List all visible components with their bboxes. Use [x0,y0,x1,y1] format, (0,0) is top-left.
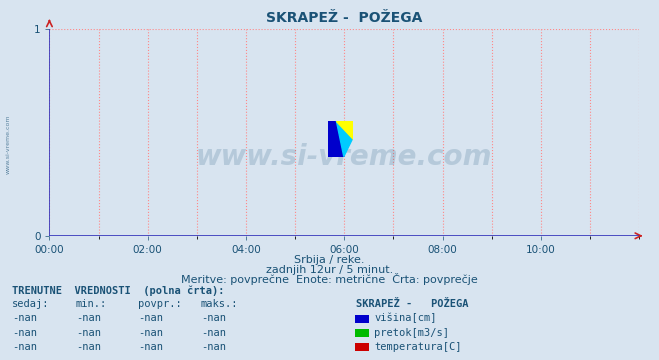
Title: SKRAPEŽ -  POŽEGA: SKRAPEŽ - POŽEGA [266,11,422,25]
Text: Meritve: povprečne  Enote: metrične  Črta: povprečje: Meritve: povprečne Enote: metrične Črta:… [181,273,478,285]
Polygon shape [336,121,353,157]
Text: -nan: -nan [12,342,37,352]
Text: zadnjih 12ur / 5 minut.: zadnjih 12ur / 5 minut. [266,265,393,275]
Text: sedaj:: sedaj: [12,299,49,309]
Polygon shape [336,121,353,139]
Text: -nan: -nan [201,342,226,352]
Text: višina[cm]: višina[cm] [374,313,437,323]
Text: pretok[m3/s]: pretok[m3/s] [374,328,449,338]
Text: -nan: -nan [201,313,226,323]
Text: -nan: -nan [138,342,163,352]
Text: maks.:: maks.: [201,299,239,309]
Text: TRENUTNE  VREDNOSTI  (polna črta):: TRENUTNE VREDNOSTI (polna črta): [12,285,224,296]
Text: -nan: -nan [138,328,163,338]
Text: povpr.:: povpr.: [138,299,182,309]
Text: -nan: -nan [201,328,226,338]
Text: -nan: -nan [76,328,101,338]
Text: min.:: min.: [76,299,107,309]
Text: www.si-vreme.com: www.si-vreme.com [5,114,11,174]
Text: www.si-vreme.com: www.si-vreme.com [196,143,492,171]
Text: -nan: -nan [12,313,37,323]
Text: SKRAPEŽ -   POŽEGA: SKRAPEŽ - POŽEGA [356,299,469,309]
Text: -nan: -nan [12,328,37,338]
Text: -nan: -nan [76,342,101,352]
Text: Srbija / reke.: Srbija / reke. [295,255,364,265]
Text: -nan: -nan [138,313,163,323]
Polygon shape [328,121,344,157]
Text: temperatura[C]: temperatura[C] [374,342,462,352]
Text: -nan: -nan [76,313,101,323]
